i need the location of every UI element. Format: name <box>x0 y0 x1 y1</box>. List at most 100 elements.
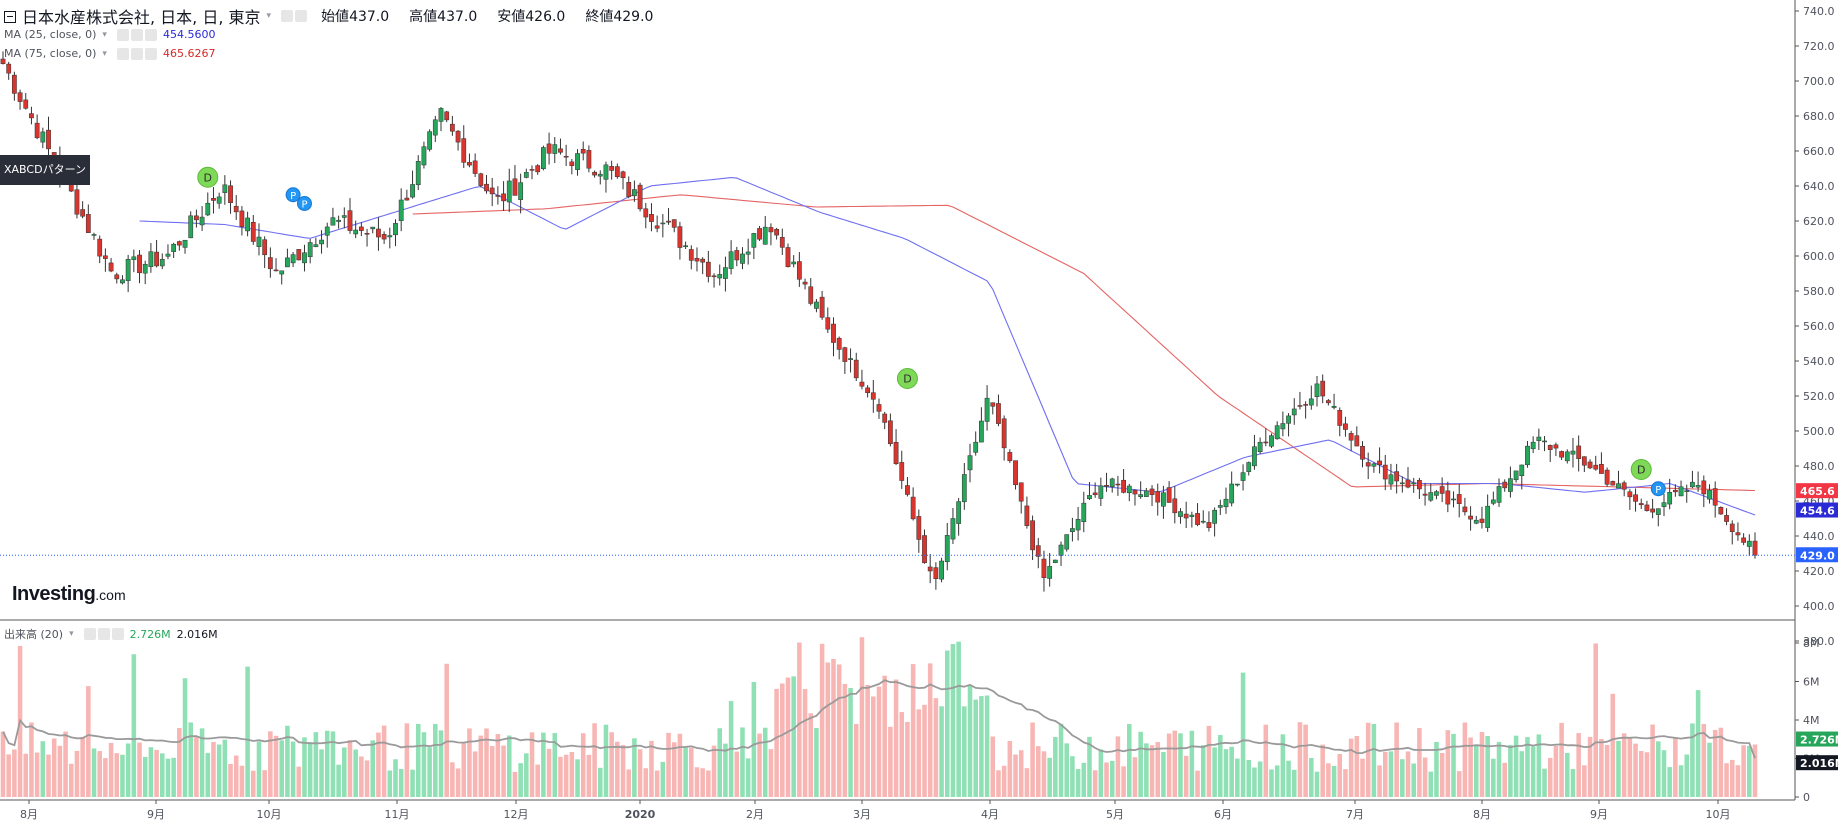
volume-bar <box>6 754 11 797</box>
symbol-settings-buttons[interactable] <box>281 10 308 22</box>
d-marker[interactable]: D <box>896 368 918 389</box>
candle-body <box>501 193 506 202</box>
candle-body <box>1286 415 1291 424</box>
ma75-buttons[interactable] <box>116 47 157 60</box>
d-marker[interactable]: D <box>1630 459 1652 480</box>
volume-bar <box>1081 762 1087 797</box>
close-icon[interactable] <box>111 628 124 640</box>
volume-bar <box>1633 743 1638 797</box>
candle-body <box>478 173 484 186</box>
candle-body <box>484 183 489 192</box>
volume-bar <box>1343 769 1348 797</box>
collapse-icon[interactable] <box>4 11 16 23</box>
chevron-down-icon[interactable]: ▾ <box>102 29 107 40</box>
symbol-title[interactable]: 日本水産株式会社, 日本, 日, 東京 <box>22 8 261 27</box>
candle-body <box>558 148 563 153</box>
candle-body <box>290 254 296 264</box>
volume-bar <box>404 723 410 797</box>
candle-body <box>1621 482 1627 490</box>
candle-body <box>1303 404 1309 406</box>
marker-circle <box>1650 481 1666 497</box>
volume-bar <box>603 724 609 797</box>
volume-ma-tag-text: 2.016M <box>1800 757 1838 770</box>
volume-bar <box>1183 755 1189 797</box>
candle-body <box>1519 464 1525 476</box>
volume-bar <box>1747 745 1752 797</box>
gear-icon[interactable] <box>130 28 143 41</box>
candle-body <box>358 226 364 231</box>
candle-body <box>1172 498 1178 514</box>
candle-body <box>694 257 700 262</box>
volume-bar <box>467 728 472 797</box>
volume-bar <box>1348 738 1354 797</box>
candle-body <box>734 250 740 261</box>
volume-bar <box>802 689 808 797</box>
ohlc-high: 高値437.0 <box>409 9 478 25</box>
close-icon[interactable] <box>144 47 157 60</box>
time-tick-label: 9月 <box>147 808 165 821</box>
chevron-down-icon[interactable]: ▾ <box>266 11 272 21</box>
candle-body <box>302 252 307 264</box>
volume-bar <box>1707 742 1712 797</box>
volume-bar <box>29 722 34 797</box>
candle-body <box>228 185 233 204</box>
candle-body <box>626 182 632 197</box>
gear-icon[interactable] <box>130 47 143 60</box>
ma25-buttons[interactable] <box>116 28 157 41</box>
candle-body <box>1092 492 1098 496</box>
candle-body <box>859 381 865 387</box>
ma75-legend[interactable]: MA (75, close, 0) ▾ 465.6267 <box>4 47 215 60</box>
volume-bar <box>529 732 535 797</box>
candle-body <box>597 173 603 177</box>
chevron-down-icon[interactable]: ▾ <box>69 629 74 639</box>
settings-icon[interactable] <box>281 10 294 22</box>
eye-icon[interactable] <box>83 628 96 640</box>
volume-bar <box>245 666 250 797</box>
volume-bar <box>1741 745 1746 797</box>
gear-icon[interactable] <box>295 10 308 22</box>
d-marker[interactable]: D <box>197 166 219 188</box>
eye-icon[interactable] <box>116 47 129 60</box>
candle-body <box>1542 440 1547 443</box>
volume-bar <box>114 753 120 797</box>
candle-body <box>1536 436 1542 441</box>
candle-body <box>1712 488 1718 506</box>
gear-icon[interactable] <box>97 628 110 640</box>
close-icon[interactable] <box>144 28 157 41</box>
p-marker[interactable]: P <box>1650 481 1666 497</box>
chevron-down-icon[interactable]: ▾ <box>102 48 107 59</box>
volume-bar <box>1303 724 1308 797</box>
time-tick-label: 2020 <box>625 808 656 821</box>
ma25-legend[interactable]: MA (25, close, 0) ▾ 454.5600 <box>4 28 215 41</box>
volume-bar <box>1155 742 1161 797</box>
axes: 740.0 720.0 700.0 680.0 660.0 640.0 620.0 600.0… <box>20 5 1838 821</box>
volume-bar <box>489 746 495 797</box>
candle-body <box>933 567 939 579</box>
volume-legend[interactable]: 出来高 (20) ▾ 2.726M 2.016M <box>4 626 218 642</box>
volume-bar <box>580 733 586 797</box>
volume-bar <box>370 740 376 797</box>
candle-body <box>17 92 23 102</box>
candle-body <box>973 441 979 453</box>
marker-circle <box>1630 459 1652 480</box>
p-marker[interactable]: P <box>285 187 301 203</box>
volume-bar <box>1656 741 1661 797</box>
eye-icon[interactable] <box>116 28 129 41</box>
volume-bar <box>1701 724 1707 797</box>
candle-body <box>984 397 990 422</box>
p-marker[interactable]: P <box>296 196 312 211</box>
time-tick-label: 6月 <box>1214 808 1232 821</box>
candle-body <box>1274 425 1280 440</box>
volume-bar <box>1263 724 1269 797</box>
candle-body <box>427 131 433 150</box>
marker-label: D <box>1637 464 1645 477</box>
volume-bar <box>273 735 279 797</box>
volume-bar <box>950 644 956 797</box>
candle-body <box>1741 537 1747 543</box>
volume-bar <box>495 734 501 797</box>
price-tick-label: 720.0 <box>1803 40 1835 53</box>
candle-body <box>967 455 973 471</box>
volume-buttons[interactable] <box>83 628 124 640</box>
